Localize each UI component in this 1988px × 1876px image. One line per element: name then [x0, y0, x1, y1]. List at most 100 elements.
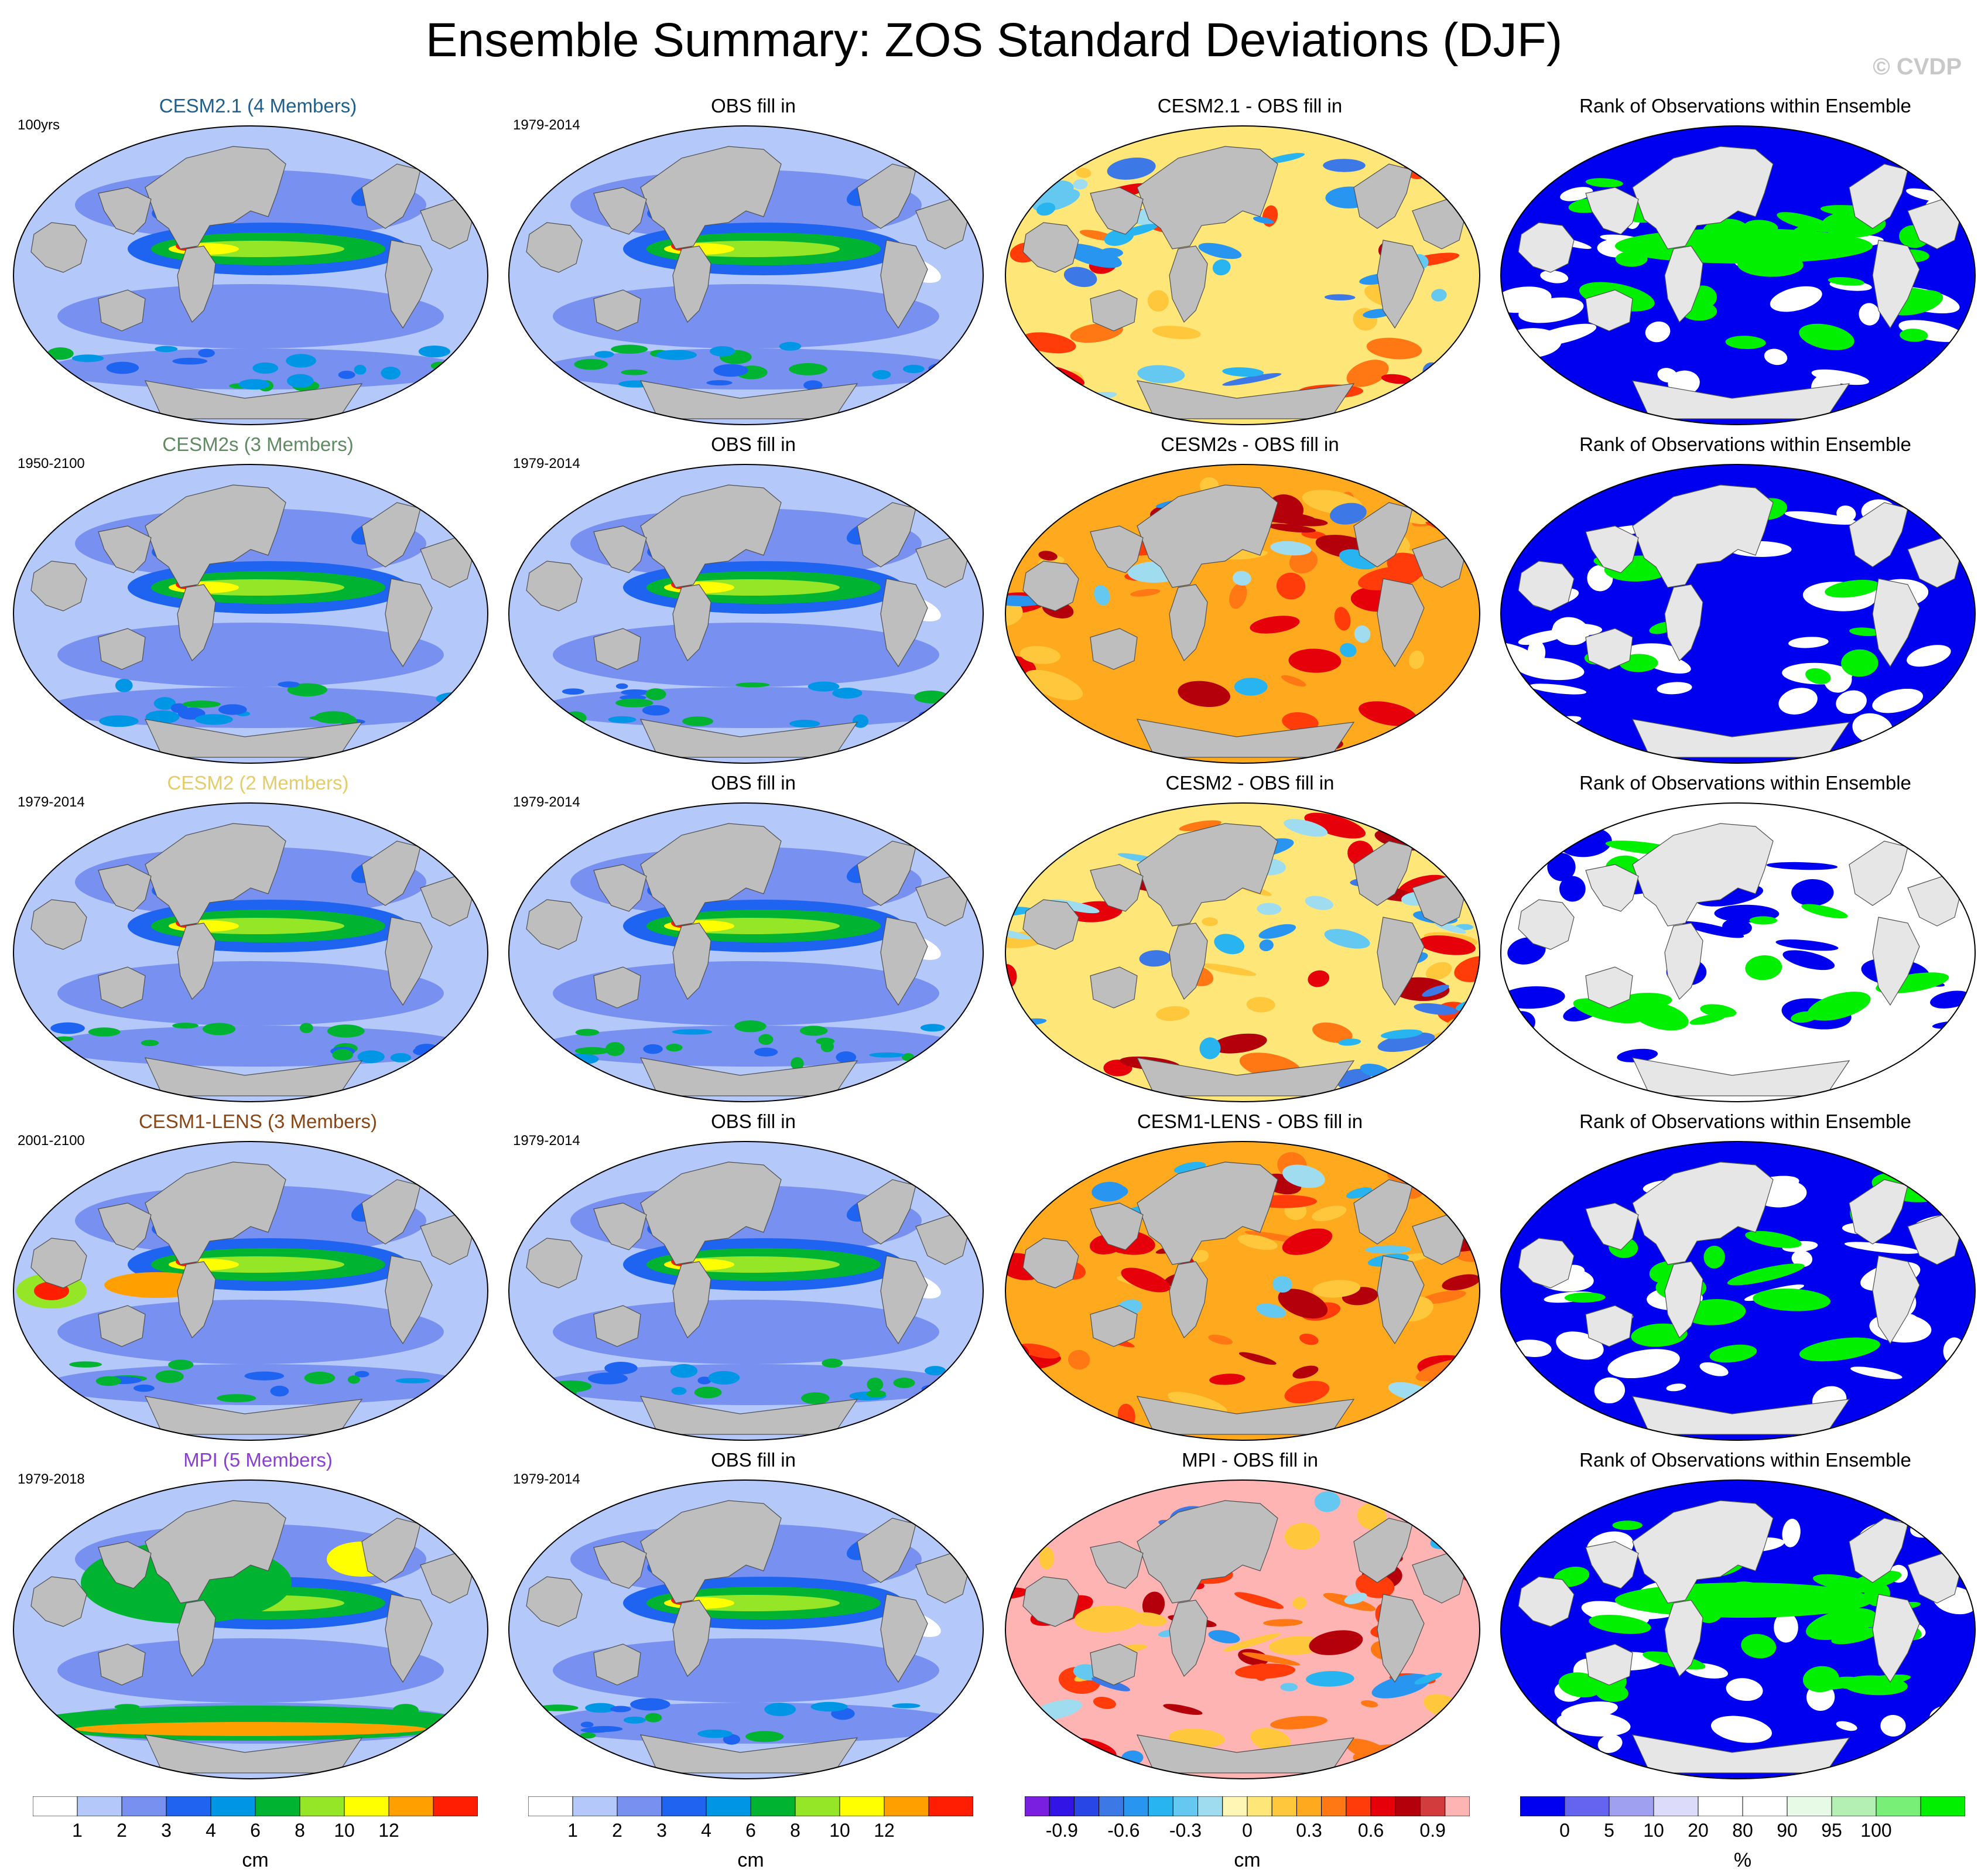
colorbar-swatch [1123, 1796, 1149, 1816]
colorbar-swatch [299, 1796, 345, 1816]
colorbar-swatch [344, 1796, 389, 1816]
panel-period: 2001-2100 [18, 1133, 85, 1149]
colorbar-unit: cm [1234, 1849, 1261, 1871]
panel-period: 1979-2014 [513, 1471, 580, 1487]
map-panel-r1-obs: OBS fill in 1979-2014 [506, 95, 1001, 433]
cvdp-watermark: © CVDP [1873, 54, 1962, 80]
world-map [1005, 802, 1480, 1102]
world-map [1005, 464, 1480, 764]
colorbar-swatch [795, 1796, 840, 1816]
world-map [1005, 125, 1480, 425]
world-map [508, 125, 984, 425]
colorbar-tick-label: -0.9 [1045, 1820, 1078, 1841]
colorbar-swatch [1698, 1796, 1743, 1816]
panel-period: 1979-2014 [18, 794, 85, 810]
colorbar-swatch [1742, 1796, 1788, 1816]
colorbar-swatch [1787, 1796, 1832, 1816]
colorbar-swatch [1420, 1796, 1446, 1816]
colorbar-tick-label: 6 [250, 1820, 261, 1841]
colorbar-swatch [1920, 1796, 1965, 1816]
panel-title: MPI - OBS fill in [1182, 1449, 1318, 1471]
colorbar-swatch [1445, 1796, 1470, 1816]
colorbar-tick-label: 10 [1643, 1820, 1664, 1841]
colorbar-swatch [1025, 1796, 1050, 1816]
colorbar-tick-label: 95 [1821, 1820, 1842, 1841]
colorbar-tick-label: 5 [1604, 1820, 1614, 1841]
colorbar-tick-label: 80 [1732, 1820, 1753, 1841]
panel-period: 1950-2100 [18, 456, 85, 471]
world-map [1500, 1141, 1976, 1441]
map-panel-r1-model: CESM2.1 (4 Members) 100yrs [11, 95, 505, 433]
colorbar-tick-label: 4 [206, 1820, 216, 1841]
colorbar-unit: cm [737, 1849, 764, 1871]
colorbar-swatch [1049, 1796, 1075, 1816]
map-panel-r3-diff: CESM2 - OBS fill in [1002, 772, 1497, 1110]
colorbar-tick-label: 8 [790, 1820, 800, 1841]
colorbar-swatch [1609, 1796, 1654, 1816]
map-panel-r3-obs: OBS fill in 1979-2014 [506, 772, 1001, 1110]
colorbar-swatch [1073, 1796, 1100, 1816]
panel-period: 100yrs [18, 117, 60, 133]
colorbar-tick-label: 0.6 [1357, 1820, 1384, 1841]
map-panel-r2-obs: OBS fill in 1979-2014 [506, 433, 1001, 772]
map-panel-r5-diff: MPI - OBS fill in [1002, 1449, 1497, 1788]
panel-period: 1979-2018 [18, 1471, 85, 1487]
world-map [1500, 125, 1976, 425]
panel-title: Rank of Observations within Ensemble [1579, 1110, 1911, 1132]
map-panel-r4-rank: Rank of Observations within Ensemble [1498, 1110, 1988, 1449]
colorbar-swatch [1370, 1796, 1396, 1816]
map-panel-r1-diff: CESM2.1 - OBS fill in [1002, 95, 1497, 433]
colorbar-tick-label: 10 [829, 1820, 850, 1841]
colorbar-swatch [1321, 1796, 1347, 1816]
world-map [1500, 464, 1976, 764]
colorbar-swatch [1148, 1796, 1173, 1816]
colorbar-swatch [839, 1796, 885, 1816]
colorbar-tick-label: 0 [1242, 1820, 1253, 1841]
colorbar-swatch [1197, 1796, 1223, 1816]
panel-title: Rank of Observations within Ensemble [1579, 1449, 1911, 1471]
panel-title: OBS fill in [711, 1449, 796, 1471]
colorbar-tick-label: 3 [656, 1820, 667, 1841]
colorbar-swatch [750, 1796, 796, 1816]
world-map [13, 802, 488, 1102]
colorbar-tick-label: 2 [612, 1820, 622, 1841]
map-panel-r2-diff: CESM2s - OBS fill in [1002, 433, 1497, 772]
colorbar-tick-label: 3 [161, 1820, 172, 1841]
map-panel-r4-obs: OBS fill in 1979-2014 [506, 1110, 1001, 1449]
colorbar-swatch [1222, 1796, 1248, 1816]
panel-title: Rank of Observations within Ensemble [1579, 95, 1911, 117]
colorbar-unit: % [1733, 1849, 1752, 1871]
world-map [1500, 802, 1976, 1102]
colorbar-swatch [1099, 1796, 1124, 1816]
colorbar-swatch [1296, 1796, 1322, 1816]
colorbar-tick-label: 0 [1559, 1820, 1570, 1841]
page-title: Ensemble Summary: ZOS Standard Deviation… [425, 13, 1563, 67]
colorbar-tick-label: -0.6 [1107, 1820, 1140, 1841]
colorbar-tick-label: 0.3 [1296, 1820, 1322, 1841]
colorbar-swatch [255, 1796, 300, 1816]
colorbar-tick-label: 6 [745, 1820, 756, 1841]
colorbar-swatch [1653, 1796, 1699, 1816]
map-panel-r3-model: CESM2 (2 Members) 1979-2014 [11, 772, 505, 1110]
panel-title: CESM2s (3 Members) [162, 433, 354, 455]
colorbar-swatch [388, 1796, 434, 1816]
colorbar-swatch [77, 1796, 122, 1816]
colorbar-swatch [121, 1796, 167, 1816]
world-map [13, 125, 488, 425]
panel-period: 1979-2014 [513, 456, 580, 471]
map-panel-r1-rank: Rank of Observations within Ensemble [1498, 95, 1988, 433]
colorbar-swatch [1346, 1796, 1371, 1816]
panel-title: CESM1-LENS - OBS fill in [1137, 1110, 1363, 1132]
colorbar-tick-label: 2 [117, 1820, 127, 1841]
panel-title: CESM2 (2 Members) [167, 772, 349, 794]
world-map [13, 464, 488, 764]
colorbar-swatch [1520, 1796, 1565, 1816]
colorbar-tick-label: 12 [378, 1820, 399, 1841]
map-panel-r4-diff: CESM1-LENS - OBS fill in [1002, 1110, 1497, 1449]
colorbar-swatch [528, 1796, 573, 1816]
colorbar-tick-label: 1 [567, 1820, 578, 1841]
world-map [1500, 1479, 1976, 1779]
colorbar-swatch [1247, 1796, 1272, 1816]
colorbar-tick-label: 0.9 [1419, 1820, 1446, 1841]
